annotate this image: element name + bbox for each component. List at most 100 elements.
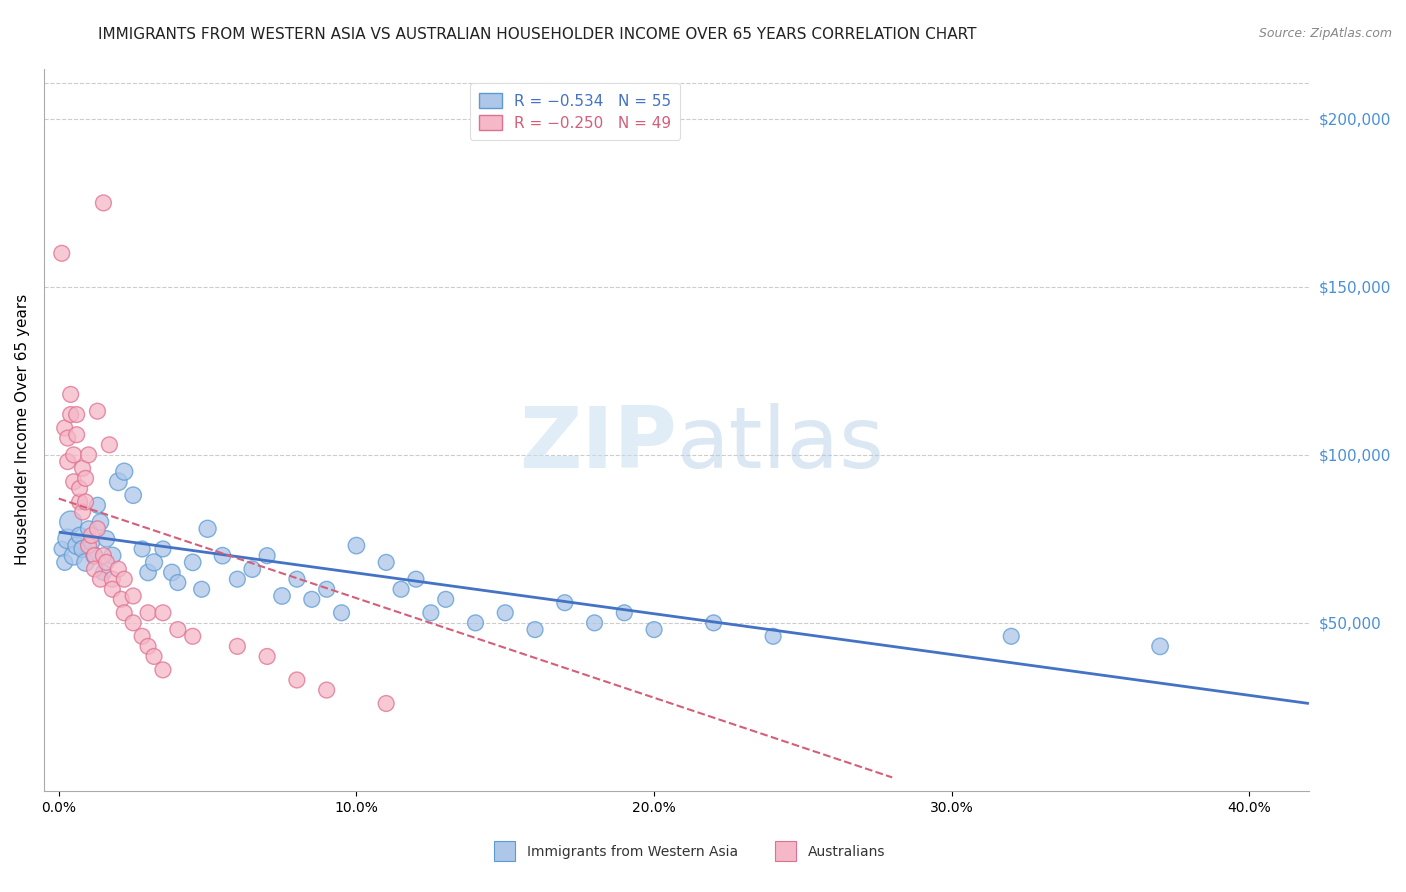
Text: Source: ZipAtlas.com: Source: ZipAtlas.com bbox=[1258, 27, 1392, 40]
Point bbox=[80, 528, 103, 542]
Point bbox=[53, 421, 76, 435]
Point bbox=[1149, 640, 1171, 654]
Point bbox=[77, 539, 100, 553]
Point bbox=[762, 629, 785, 643]
Point bbox=[56, 532, 79, 546]
Point bbox=[89, 515, 111, 529]
Point bbox=[112, 465, 135, 479]
Point bbox=[93, 195, 115, 210]
Point bbox=[96, 555, 118, 569]
Point bbox=[98, 438, 121, 452]
Point bbox=[75, 471, 97, 485]
Point bbox=[256, 549, 278, 563]
Point bbox=[51, 541, 73, 556]
Text: IMMIGRANTS FROM WESTERN ASIA VS AUSTRALIAN HOUSEHOLDER INCOME OVER 65 YEARS CORR: IMMIGRANTS FROM WESTERN ASIA VS AUSTRALI… bbox=[98, 27, 977, 42]
Point bbox=[56, 431, 79, 445]
Point bbox=[524, 623, 547, 637]
Point bbox=[166, 575, 188, 590]
Point bbox=[226, 640, 249, 654]
Point bbox=[80, 535, 103, 549]
Y-axis label: Householder Income Over 65 years: Householder Income Over 65 years bbox=[15, 294, 30, 566]
Point bbox=[112, 606, 135, 620]
Point bbox=[143, 649, 166, 664]
Point bbox=[53, 555, 76, 569]
Point bbox=[613, 606, 636, 620]
Point bbox=[285, 572, 308, 586]
Point bbox=[136, 566, 159, 580]
Point bbox=[554, 596, 576, 610]
Point bbox=[211, 549, 233, 563]
Point bbox=[59, 408, 82, 422]
Point bbox=[703, 615, 725, 630]
Point bbox=[160, 566, 183, 580]
Point bbox=[226, 572, 249, 586]
Legend: R = −0.534   N = 55, R = −0.250   N = 49: R = −0.534 N = 55, R = −0.250 N = 49 bbox=[470, 83, 681, 140]
Point bbox=[315, 582, 337, 597]
Point bbox=[59, 387, 82, 401]
Point bbox=[72, 505, 94, 519]
Point bbox=[89, 572, 111, 586]
Point bbox=[101, 549, 124, 563]
Point bbox=[494, 606, 516, 620]
Point bbox=[75, 495, 97, 509]
Point bbox=[62, 549, 84, 563]
Point bbox=[75, 555, 97, 569]
Point bbox=[101, 572, 124, 586]
Point bbox=[66, 539, 89, 553]
Point bbox=[86, 498, 108, 512]
Point bbox=[583, 615, 606, 630]
Point bbox=[197, 522, 219, 536]
Point bbox=[66, 408, 89, 422]
Point bbox=[86, 404, 108, 418]
Point bbox=[166, 623, 188, 637]
Point bbox=[131, 629, 153, 643]
Point bbox=[83, 562, 105, 576]
Point bbox=[77, 522, 100, 536]
Point bbox=[143, 555, 166, 569]
Point bbox=[122, 615, 145, 630]
Point bbox=[181, 555, 204, 569]
Point bbox=[86, 522, 108, 536]
Point bbox=[96, 532, 118, 546]
Point bbox=[101, 582, 124, 597]
Point bbox=[110, 592, 132, 607]
Point bbox=[62, 448, 84, 462]
Point bbox=[72, 461, 94, 475]
Point bbox=[72, 541, 94, 556]
Text: atlas: atlas bbox=[676, 402, 884, 485]
Point bbox=[301, 592, 323, 607]
Point bbox=[59, 515, 82, 529]
Point bbox=[181, 629, 204, 643]
Point bbox=[107, 562, 129, 576]
Point bbox=[83, 549, 105, 563]
Point bbox=[389, 582, 412, 597]
Point bbox=[1000, 629, 1022, 643]
Point bbox=[93, 566, 115, 580]
Point bbox=[315, 683, 337, 698]
Point bbox=[152, 541, 174, 556]
Point bbox=[107, 475, 129, 489]
Point bbox=[131, 541, 153, 556]
Text: ZIP: ZIP bbox=[519, 402, 676, 485]
Point bbox=[240, 562, 263, 576]
Point bbox=[152, 606, 174, 620]
Point bbox=[152, 663, 174, 677]
Point bbox=[375, 555, 398, 569]
Point bbox=[136, 606, 159, 620]
Point bbox=[62, 475, 84, 489]
Point bbox=[93, 549, 115, 563]
Point bbox=[434, 592, 457, 607]
Point bbox=[77, 448, 100, 462]
Point bbox=[346, 539, 368, 553]
Point bbox=[375, 697, 398, 711]
Point bbox=[122, 488, 145, 502]
Point bbox=[285, 673, 308, 687]
Point bbox=[405, 572, 427, 586]
Point bbox=[69, 482, 91, 496]
Point bbox=[51, 246, 73, 260]
Point bbox=[112, 572, 135, 586]
Point bbox=[330, 606, 353, 620]
Text: Immigrants from Western Asia: Immigrants from Western Asia bbox=[526, 845, 738, 859]
Point bbox=[190, 582, 212, 597]
Point bbox=[69, 528, 91, 542]
